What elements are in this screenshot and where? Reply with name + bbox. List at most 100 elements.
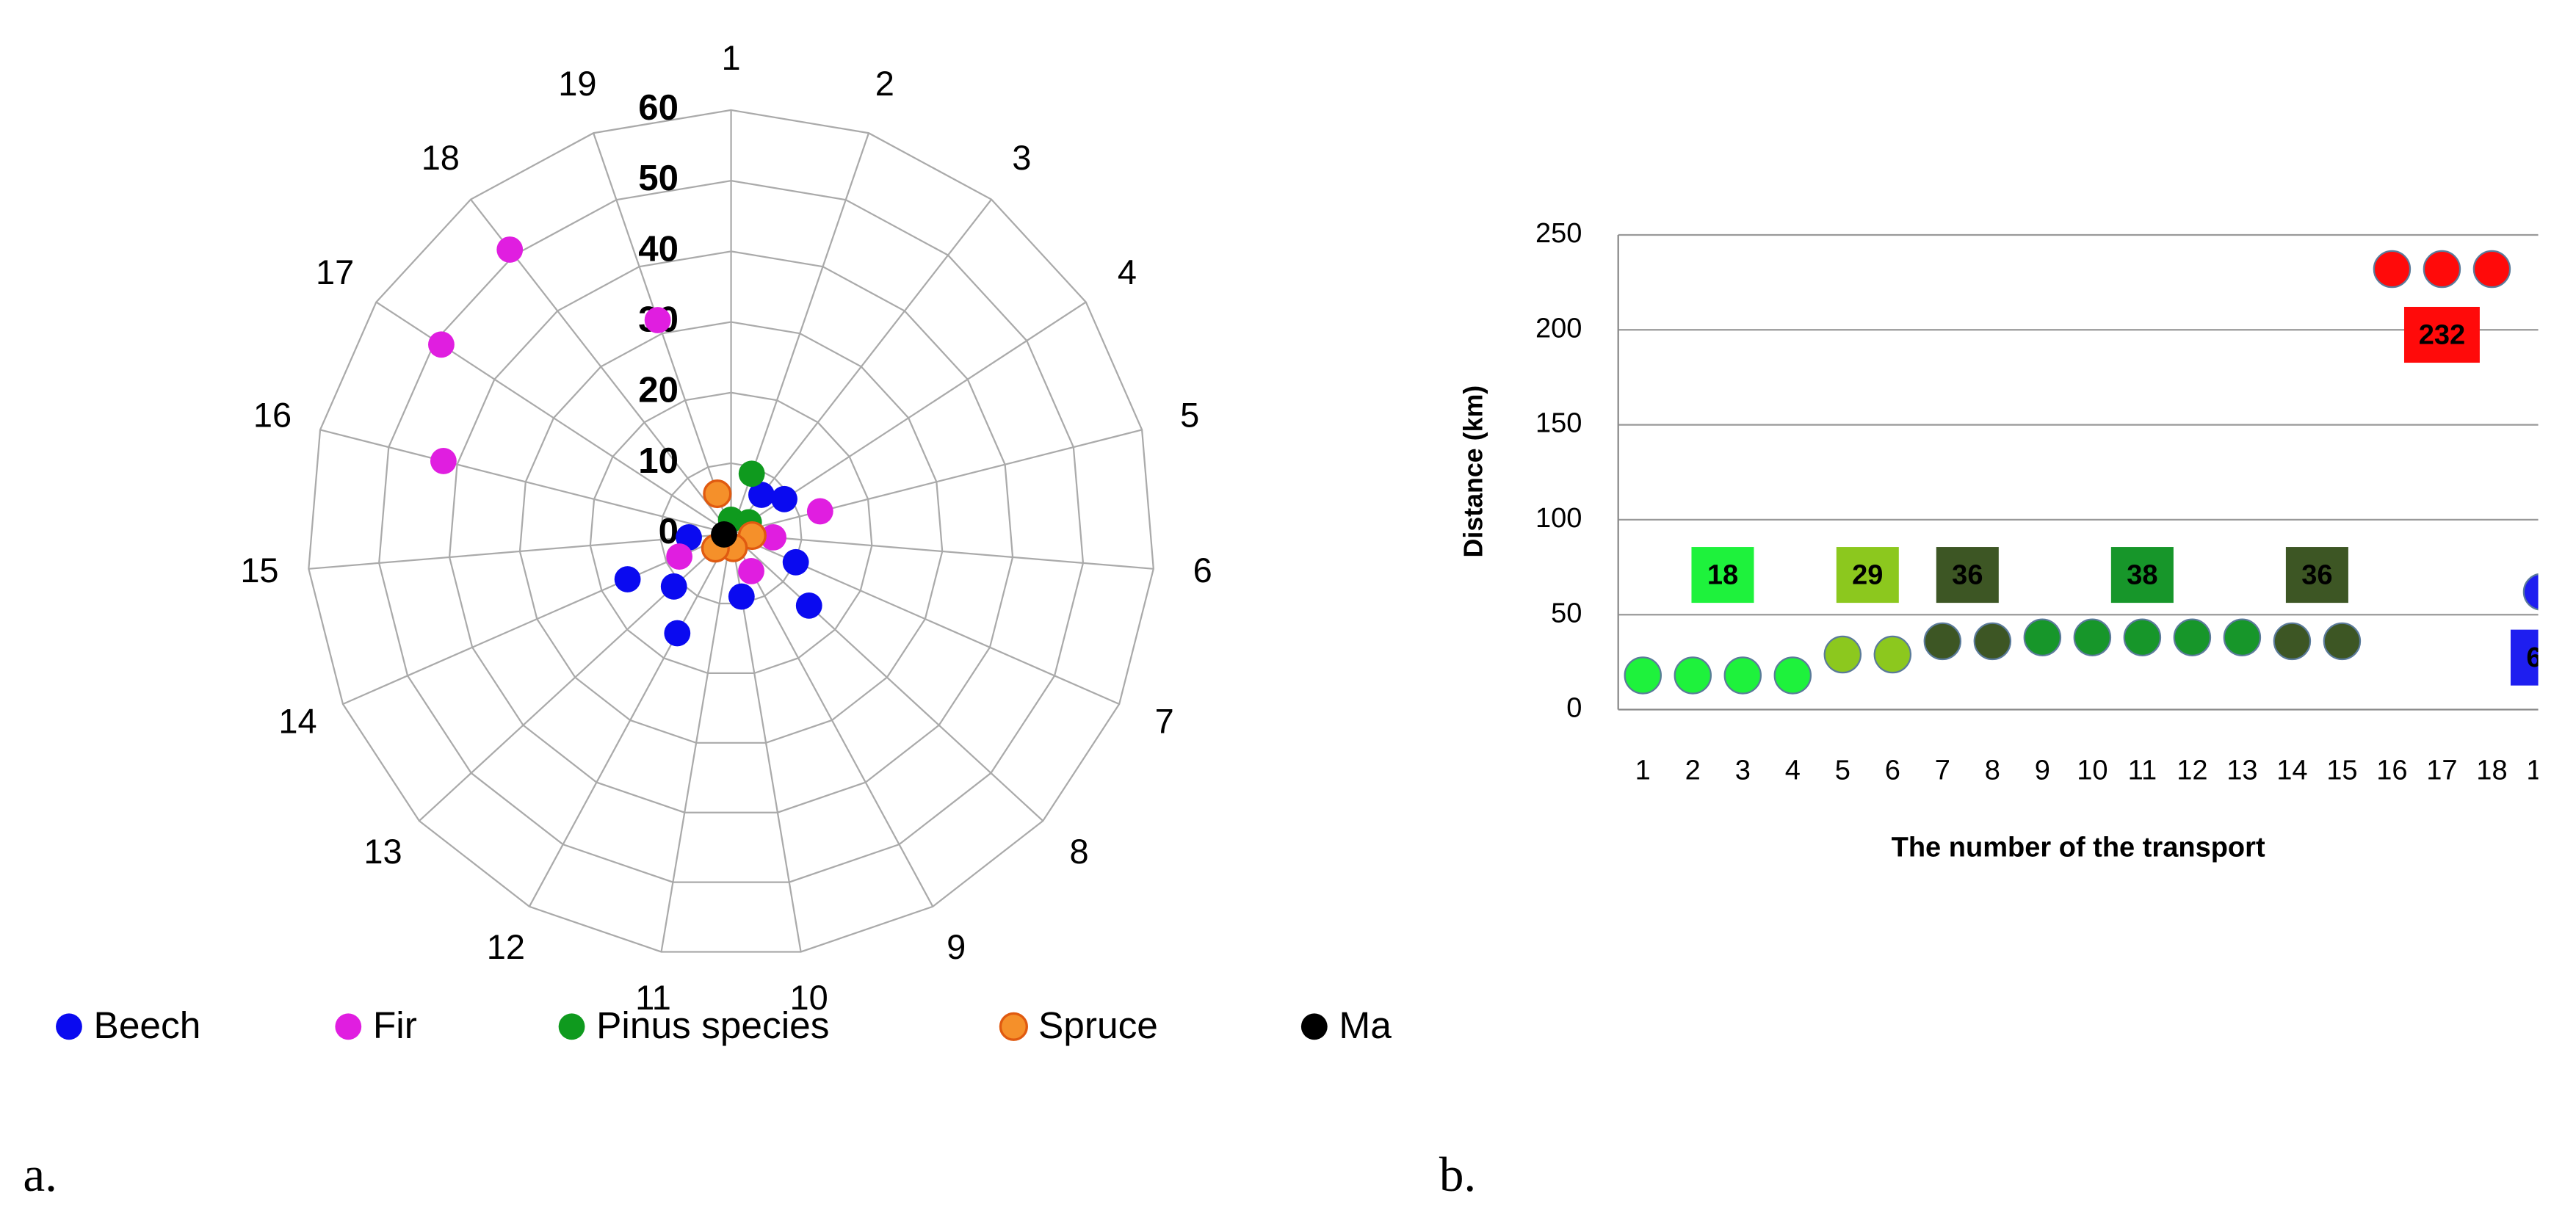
data-label-box: [2285, 547, 2348, 603]
spoke: [342, 533, 732, 706]
data-label-box: [1691, 547, 1754, 603]
point: [2273, 622, 2312, 661]
point: [1823, 635, 1862, 674]
spoke: [730, 533, 934, 907]
radial-tick-label: 20: [638, 370, 679, 410]
x-tick-label: 3: [1735, 755, 1751, 786]
radial-tick-label: 10: [638, 441, 679, 481]
legend-marker: [335, 1013, 362, 1040]
point: [2023, 618, 2062, 656]
grid-ring: [589, 391, 873, 675]
spoke-label: 17: [316, 253, 354, 291]
x-tick-label: 19: [2526, 755, 2557, 786]
point: [1873, 635, 1912, 674]
x-tick-label: 10: [2077, 755, 2108, 786]
y-tick-label: 200: [1535, 313, 1582, 344]
x-tick-label: 14: [2276, 755, 2307, 786]
point: [666, 543, 692, 570]
spoke-label: 13: [363, 832, 402, 871]
spoke: [730, 533, 1043, 822]
spoke-label: 15: [240, 551, 278, 590]
point: [1923, 622, 1962, 661]
legend-label: Fir: [373, 1004, 417, 1046]
point: [644, 307, 671, 333]
spoke: [308, 533, 731, 570]
point: [614, 566, 641, 592]
data-label: 62: [2526, 642, 2557, 673]
point: [1723, 656, 1762, 695]
point: [1624, 656, 1662, 695]
spoke-label: 1: [722, 38, 741, 77]
spoke-label: 10: [790, 978, 828, 1017]
point: [2073, 618, 2112, 656]
spoke: [419, 533, 732, 822]
spoke: [660, 533, 732, 952]
legend-marker: [558, 1013, 585, 1040]
point: [2423, 250, 2461, 289]
legend-label: Ma: [1339, 1004, 1392, 1046]
spoke-label: 16: [253, 395, 292, 434]
spoke-label: 3: [1012, 138, 1031, 177]
point: [660, 573, 687, 600]
y-tick-label: 250: [1535, 218, 1582, 249]
x-tick-label: 2: [1685, 755, 1701, 786]
x-tick-label: 16: [2376, 755, 2407, 786]
y-tick-label: 150: [1535, 408, 1582, 439]
x-axis-title: The number of the transport: [1892, 833, 2265, 863]
spoke-label: 7: [1155, 701, 1174, 740]
point: [760, 524, 786, 551]
point: [2223, 618, 2262, 656]
point: [795, 592, 822, 619]
point: [782, 548, 809, 576]
point: [428, 331, 455, 358]
point: [664, 620, 691, 647]
x-tick-label: 6: [1885, 755, 1900, 786]
legend-label: Pinus species: [596, 1004, 829, 1046]
data-label: 29: [1852, 559, 1883, 590]
legend-label: Spruce: [1038, 1004, 1158, 1046]
x-tick-label: 4: [1785, 755, 1801, 786]
point: [2472, 250, 2511, 289]
spoke-label: 5: [1180, 395, 1199, 434]
point: [711, 521, 737, 548]
x-tick-label: 7: [1935, 755, 1950, 786]
spoke-label: 18: [422, 138, 460, 177]
grid-ring: [518, 321, 944, 744]
radial-tick-label: 60: [638, 87, 679, 128]
data-label: 36: [1952, 559, 1983, 590]
spoke-label: 9: [947, 927, 966, 966]
legend-marker: [1300, 1013, 1328, 1040]
point: [1674, 656, 1712, 695]
spoke: [528, 533, 732, 907]
data-label-box: [1936, 547, 1999, 603]
grid-ring: [378, 180, 1085, 883]
point: [771, 485, 797, 512]
grid-ring: [448, 250, 1014, 813]
x-tick-label: 1: [1635, 755, 1651, 786]
point: [748, 482, 775, 508]
x-tick-label: 5: [1835, 755, 1850, 786]
caption: a.: [23, 1147, 57, 1202]
spoke: [593, 132, 732, 534]
point: [430, 448, 457, 474]
spoke-label: 8: [1070, 832, 1089, 871]
point: [703, 479, 732, 509]
spoke: [319, 429, 731, 535]
data-label-box: [1836, 547, 1899, 603]
spoke: [730, 198, 992, 534]
spoke-label: 14: [278, 701, 316, 740]
point: [738, 460, 765, 487]
spoke: [731, 533, 1154, 570]
spoke-label: 2: [875, 64, 894, 103]
point: [728, 583, 755, 610]
data-label-box: [2510, 629, 2539, 686]
radial-tick-label: 50: [638, 158, 679, 198]
y-tick-label: 50: [1551, 598, 1582, 628]
spoke-label: 11: [635, 978, 671, 1017]
data-label-box: [2110, 547, 2174, 603]
y-axis-title: Distance (km): [1458, 385, 1488, 558]
point: [2373, 250, 2412, 289]
